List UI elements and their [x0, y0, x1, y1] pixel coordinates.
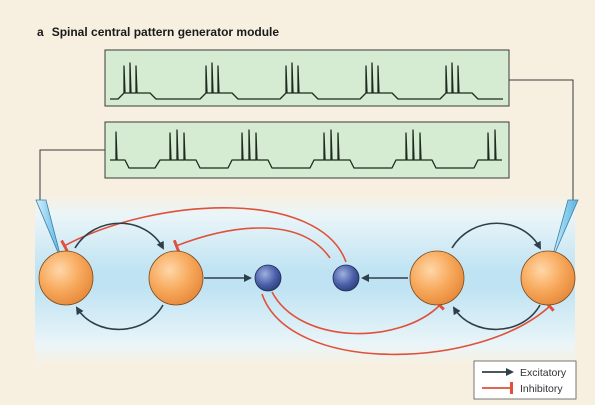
- legend: Excitatory Inhibitory: [473, 360, 577, 400]
- inhibitory-connections: [60, 206, 555, 356]
- excitatory-loop-right-bottom: [452, 304, 541, 331]
- excitatory-loop-right-top: [451, 222, 541, 250]
- excitatory-loop-left-top: [74, 222, 164, 250]
- excitatory-connections: [74, 222, 541, 331]
- legend-excitatory-label: Excitatory: [520, 367, 567, 379]
- electrode-lead-right: [509, 79, 574, 200]
- motor-neuron-right-outer: [520, 250, 576, 306]
- inhibitory-path-1: [60, 206, 347, 263]
- motor-neuron-left-outer: [38, 250, 94, 306]
- excitatory-loop-left-bottom: [75, 304, 164, 331]
- title-text: Spinal central pattern generator module: [51, 25, 280, 39]
- interneuron-left: [254, 264, 282, 292]
- figure-title: a Spinal central pattern generator module: [37, 25, 279, 39]
- motor-neuron-right-inner: [409, 250, 465, 306]
- panel-letter: a: [37, 25, 44, 39]
- inhibitory-path-2: [172, 227, 331, 259]
- motor-neuron-left-inner: [148, 250, 204, 306]
- recording-trace-2: [104, 121, 510, 179]
- electrode-lead-left: [39, 149, 105, 200]
- legend-inhibitory-label: Inhibitory: [520, 383, 563, 395]
- inhibitory-path-4: [261, 293, 555, 356]
- spinal-cord-band: [35, 195, 575, 365]
- interneuron-right: [332, 264, 360, 292]
- electrode-icon: [550, 199, 579, 263]
- inhibitory-path-3: [271, 291, 445, 335]
- recording-trace-1: [104, 49, 510, 107]
- electrode-icon: [35, 199, 63, 263]
